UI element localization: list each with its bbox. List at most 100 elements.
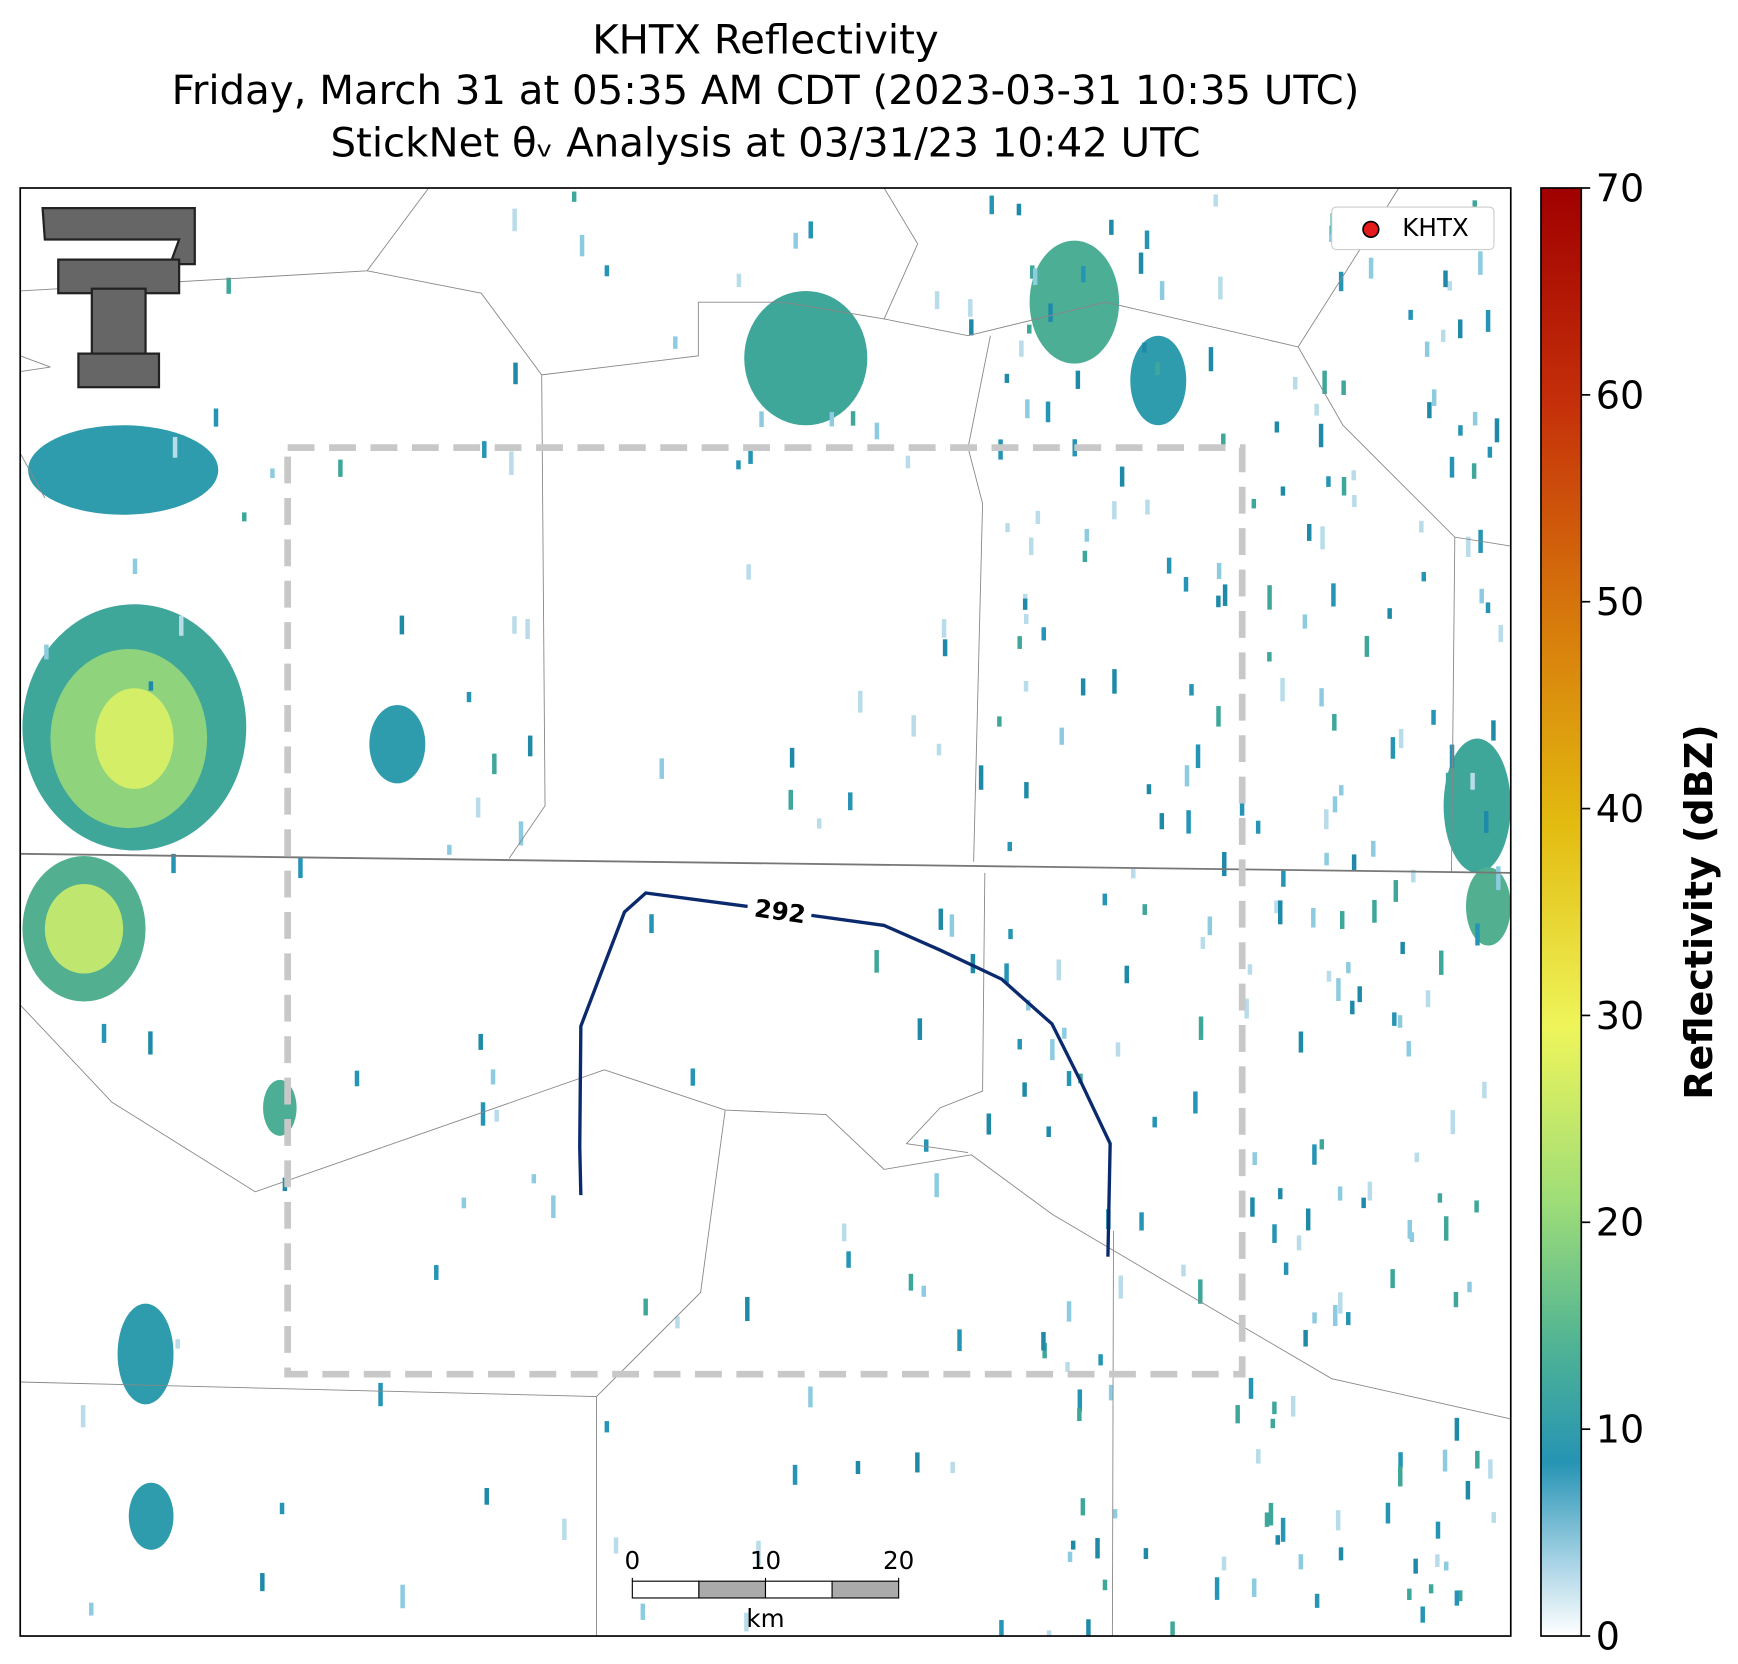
echo-speckle — [1337, 1186, 1343, 1201]
echo-speckle — [1467, 1281, 1472, 1293]
echo-speckle — [999, 1620, 1004, 1637]
echo — [28, 425, 219, 515]
echo-speckle — [841, 1223, 847, 1242]
echo-speckle — [270, 468, 275, 479]
echo-speckle — [1368, 257, 1374, 279]
echo-speckle — [1487, 446, 1493, 458]
echo-speckle — [816, 818, 822, 829]
echo-speckle — [1166, 557, 1172, 574]
echo-speckle — [1298, 1554, 1304, 1570]
echo-speckle — [905, 455, 911, 469]
echo-speckle — [978, 765, 984, 790]
echo-speckle — [1186, 810, 1191, 834]
echo-speckle — [1326, 476, 1331, 487]
echo-speckle — [1445, 772, 1451, 795]
echo-speckle — [1346, 962, 1351, 974]
echo-speckle — [1146, 784, 1152, 795]
echo-speckle — [279, 1502, 285, 1515]
echo-speckle — [1420, 1606, 1425, 1623]
echo-speckle — [1075, 370, 1081, 389]
echo — [128, 1482, 174, 1550]
echo-speckle — [604, 265, 610, 277]
echo-speckle — [1350, 1000, 1355, 1015]
echo-speckle — [1102, 893, 1108, 906]
echo-speckle — [1066, 1071, 1072, 1087]
echo-speckle — [1393, 880, 1399, 902]
echo-speckle — [970, 953, 976, 974]
echo-speckle — [1035, 510, 1041, 524]
echo-speckle — [1346, 1312, 1351, 1326]
echo-speckle — [1302, 614, 1308, 629]
echo-speckle — [1471, 463, 1477, 479]
echo-speckle — [1390, 737, 1396, 759]
echo-speckle — [1024, 614, 1029, 625]
echo-speckle — [744, 1612, 749, 1632]
echo-speckle — [1326, 970, 1332, 982]
echo-speckle — [447, 844, 452, 855]
echo-speckle — [1319, 1139, 1325, 1150]
echo-speckle — [1421, 572, 1426, 582]
echo-speckle — [1024, 782, 1029, 799]
echo-speckle — [461, 1197, 467, 1209]
echo-speckle — [1216, 562, 1222, 579]
echo-speckle — [934, 1173, 939, 1198]
echo-speckle — [1280, 677, 1285, 702]
echo-speckle — [1470, 772, 1475, 790]
echo-speckle — [1336, 978, 1341, 1002]
echo-speckle — [512, 616, 517, 634]
county-line — [905, 872, 986, 1154]
echo-speckle — [1485, 309, 1491, 332]
echo-speckle — [1082, 550, 1088, 563]
echo-speckle — [911, 715, 916, 737]
contour-group: 292 — [578, 891, 1112, 1257]
echo-speckle — [1475, 828, 1481, 841]
echo-speckle — [968, 299, 973, 317]
echo-speckle — [613, 1537, 619, 1554]
echo-speckle — [1198, 1279, 1203, 1304]
echo-speckle — [148, 1031, 153, 1055]
echo-speckle — [604, 1421, 610, 1433]
echo-speckle — [1324, 809, 1329, 830]
scale-segment — [831, 1580, 900, 1599]
echo-speckle — [1216, 706, 1221, 727]
echo-speckle — [908, 1273, 914, 1291]
echo-speckle — [1411, 869, 1416, 883]
echo-speckle — [1244, 998, 1249, 1019]
title-block: KHTX Reflectivity Friday, March 31 at 05… — [172, 18, 1360, 167]
echo-speckle — [736, 273, 742, 287]
echo-speckle — [1022, 598, 1028, 610]
colorbar: Reflectivity (dBZ) 0 10 20 30 40 50 60 70 — [1540, 166, 1721, 1658]
scale-segment — [698, 1580, 767, 1599]
echo-speckle — [179, 615, 184, 636]
contour-label: 292 — [753, 893, 808, 929]
echo-speckle — [1213, 194, 1218, 207]
echo-speckle — [531, 1174, 537, 1184]
echo-speckle — [525, 618, 530, 640]
echo-speckle — [1142, 904, 1147, 915]
echo-speckle — [1501, 806, 1507, 831]
echo-speckle — [1314, 1593, 1320, 1608]
scale-tick-label: 0 — [624, 1546, 640, 1575]
echo-speckle — [1181, 1264, 1186, 1277]
echo-speckle — [745, 1296, 750, 1322]
echo-speckle — [400, 1584, 405, 1609]
echo-speckle — [1278, 900, 1283, 925]
echo-speckle — [848, 792, 853, 811]
echo-speckle — [562, 1518, 567, 1541]
echo-speckle — [673, 336, 678, 349]
echo-speckle — [1407, 1219, 1413, 1239]
echo-speckle — [44, 644, 49, 660]
echo-speckle — [1046, 1126, 1051, 1138]
echo — [1130, 335, 1187, 426]
echo-speckle — [89, 1602, 94, 1616]
echo-speckle — [659, 758, 664, 779]
county-line — [1297, 346, 1511, 547]
echo-speckle — [1431, 389, 1437, 406]
title-line: KHTX Reflectivity — [592, 18, 938, 64]
echo-speckle — [788, 789, 793, 810]
echo-speckle — [1398, 1466, 1403, 1487]
echo — [263, 1079, 297, 1136]
colorbar-tick-label: 10 — [1596, 1408, 1644, 1452]
echo-speckle — [1454, 1417, 1460, 1441]
echo-speckle — [1387, 608, 1392, 619]
